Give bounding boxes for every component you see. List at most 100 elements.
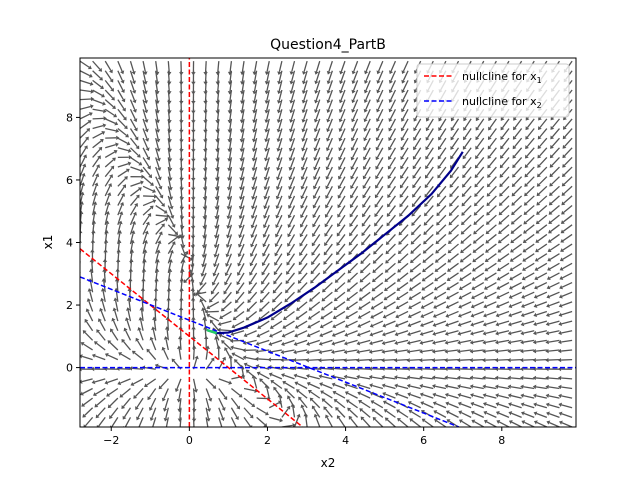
field-arrow-head: [117, 381, 122, 386]
field-arrow-head: [347, 269, 352, 274]
field-arrow-head: [184, 250, 189, 255]
field-arrow-head: [190, 216, 196, 220]
y-tick-label: 8: [66, 111, 73, 124]
field-arrow-head: [520, 357, 524, 363]
field-arrow: [117, 80, 124, 91]
field-arrow-head: [331, 332, 336, 337]
field-arrow-head: [512, 154, 517, 159]
field-arrow-head: [238, 224, 243, 229]
field-arrow-head: [560, 238, 565, 243]
field-arrow-head: [461, 221, 465, 226]
field-arrow-head: [176, 398, 182, 403]
field-arrow-head: [311, 405, 316, 410]
field-arrow-head: [507, 348, 511, 354]
field-arrow: [265, 157, 270, 169]
field-arrow-head: [297, 279, 302, 284]
field-arrow-head: [201, 307, 206, 312]
field-arrow-head: [272, 289, 277, 294]
field-arrow-head: [412, 184, 417, 189]
field-arrow-head: [274, 243, 279, 247]
field-arrow-head: [497, 248, 502, 253]
field-arrow-head: [179, 72, 184, 76]
field-arrow-head: [500, 145, 504, 150]
field-arrow: [335, 310, 346, 318]
field-arrow: [548, 310, 560, 316]
field-arrow-head: [537, 154, 542, 159]
field-arrow: [142, 252, 146, 264]
field-arrow: [425, 205, 434, 215]
field-arrow: [561, 320, 573, 325]
y-tick-label: 6: [66, 174, 73, 187]
field-arrow: [474, 253, 485, 261]
field-arrow-head: [396, 296, 400, 301]
field-arrow-head: [322, 270, 327, 274]
field-arrow: [246, 364, 257, 370]
field-arrow: [289, 176, 296, 188]
field-arrow-head: [179, 129, 184, 134]
field-arrow: [437, 253, 447, 262]
field-arrow: [142, 118, 148, 130]
field-arrow: [377, 137, 384, 149]
field-arrow: [298, 390, 308, 399]
field-arrow-head: [313, 413, 318, 418]
field-arrow-head: [133, 118, 138, 123]
field-arrow-head: [364, 70, 369, 75]
field-arrow-head: [162, 407, 168, 412]
field-arrow: [485, 385, 497, 390]
field-arrow-head: [535, 220, 540, 225]
field-arrow: [290, 128, 296, 140]
field-arrow-head: [401, 98, 406, 103]
field-arrow: [386, 262, 396, 272]
field-arrow: [460, 301, 472, 308]
field-arrow-head: [275, 205, 280, 210]
field-arrow: [339, 128, 346, 139]
field-arrow: [337, 243, 346, 254]
field-arrow-head: [313, 157, 318, 161]
field-arrow-head: [135, 406, 139, 410]
field-arrow: [450, 195, 460, 205]
field-arrow: [339, 157, 346, 168]
field-arrow-head: [460, 249, 465, 254]
field-arrow-head: [470, 393, 474, 398]
field-arrow: [155, 176, 161, 187]
field-arrow: [327, 137, 333, 149]
field-arrow: [308, 349, 320, 353]
field-arrow-head: [245, 369, 250, 374]
x-tick-label: 2: [264, 434, 271, 447]
field-arrow: [473, 291, 485, 298]
field-arrow: [486, 421, 497, 427]
field-arrow-head: [158, 231, 163, 236]
field-arrow-head: [192, 408, 197, 413]
field-arrow: [296, 375, 308, 380]
field-arrow: [224, 282, 232, 293]
field-arrow: [397, 393, 409, 399]
legend-sub-x2: 2: [537, 101, 542, 110]
field-arrow: [438, 205, 447, 215]
field-arrow-head: [376, 79, 381, 84]
field-arrow: [239, 224, 245, 236]
field-arrow-head: [324, 223, 329, 228]
field-arrow: [451, 166, 460, 177]
field-arrow: [449, 243, 459, 252]
field-arrow-head: [227, 158, 232, 162]
field-arrow-head: [113, 149, 118, 154]
field-arrow: [259, 373, 270, 380]
field-arrow-head: [397, 417, 402, 422]
field-arrow-head: [523, 229, 528, 234]
field-arrow-head: [190, 254, 195, 259]
field-arrow: [498, 421, 510, 427]
field-arrow: [539, 128, 548, 138]
field-arrow-head: [301, 109, 306, 114]
field-arrow-head: [134, 202, 138, 207]
field-arrow: [451, 128, 460, 139]
field-arrow-head: [358, 399, 363, 404]
field-arrow-head: [137, 187, 142, 192]
field-arrow: [129, 196, 139, 206]
x-axis-label: x2: [321, 456, 336, 470]
field-arrow-head: [522, 248, 527, 253]
field-arrow: [142, 233, 148, 245]
field-arrow: [252, 195, 258, 207]
field-arrow-head: [370, 305, 375, 310]
field-arrow-head: [508, 420, 513, 425]
field-arrow-head: [88, 112, 93, 117]
